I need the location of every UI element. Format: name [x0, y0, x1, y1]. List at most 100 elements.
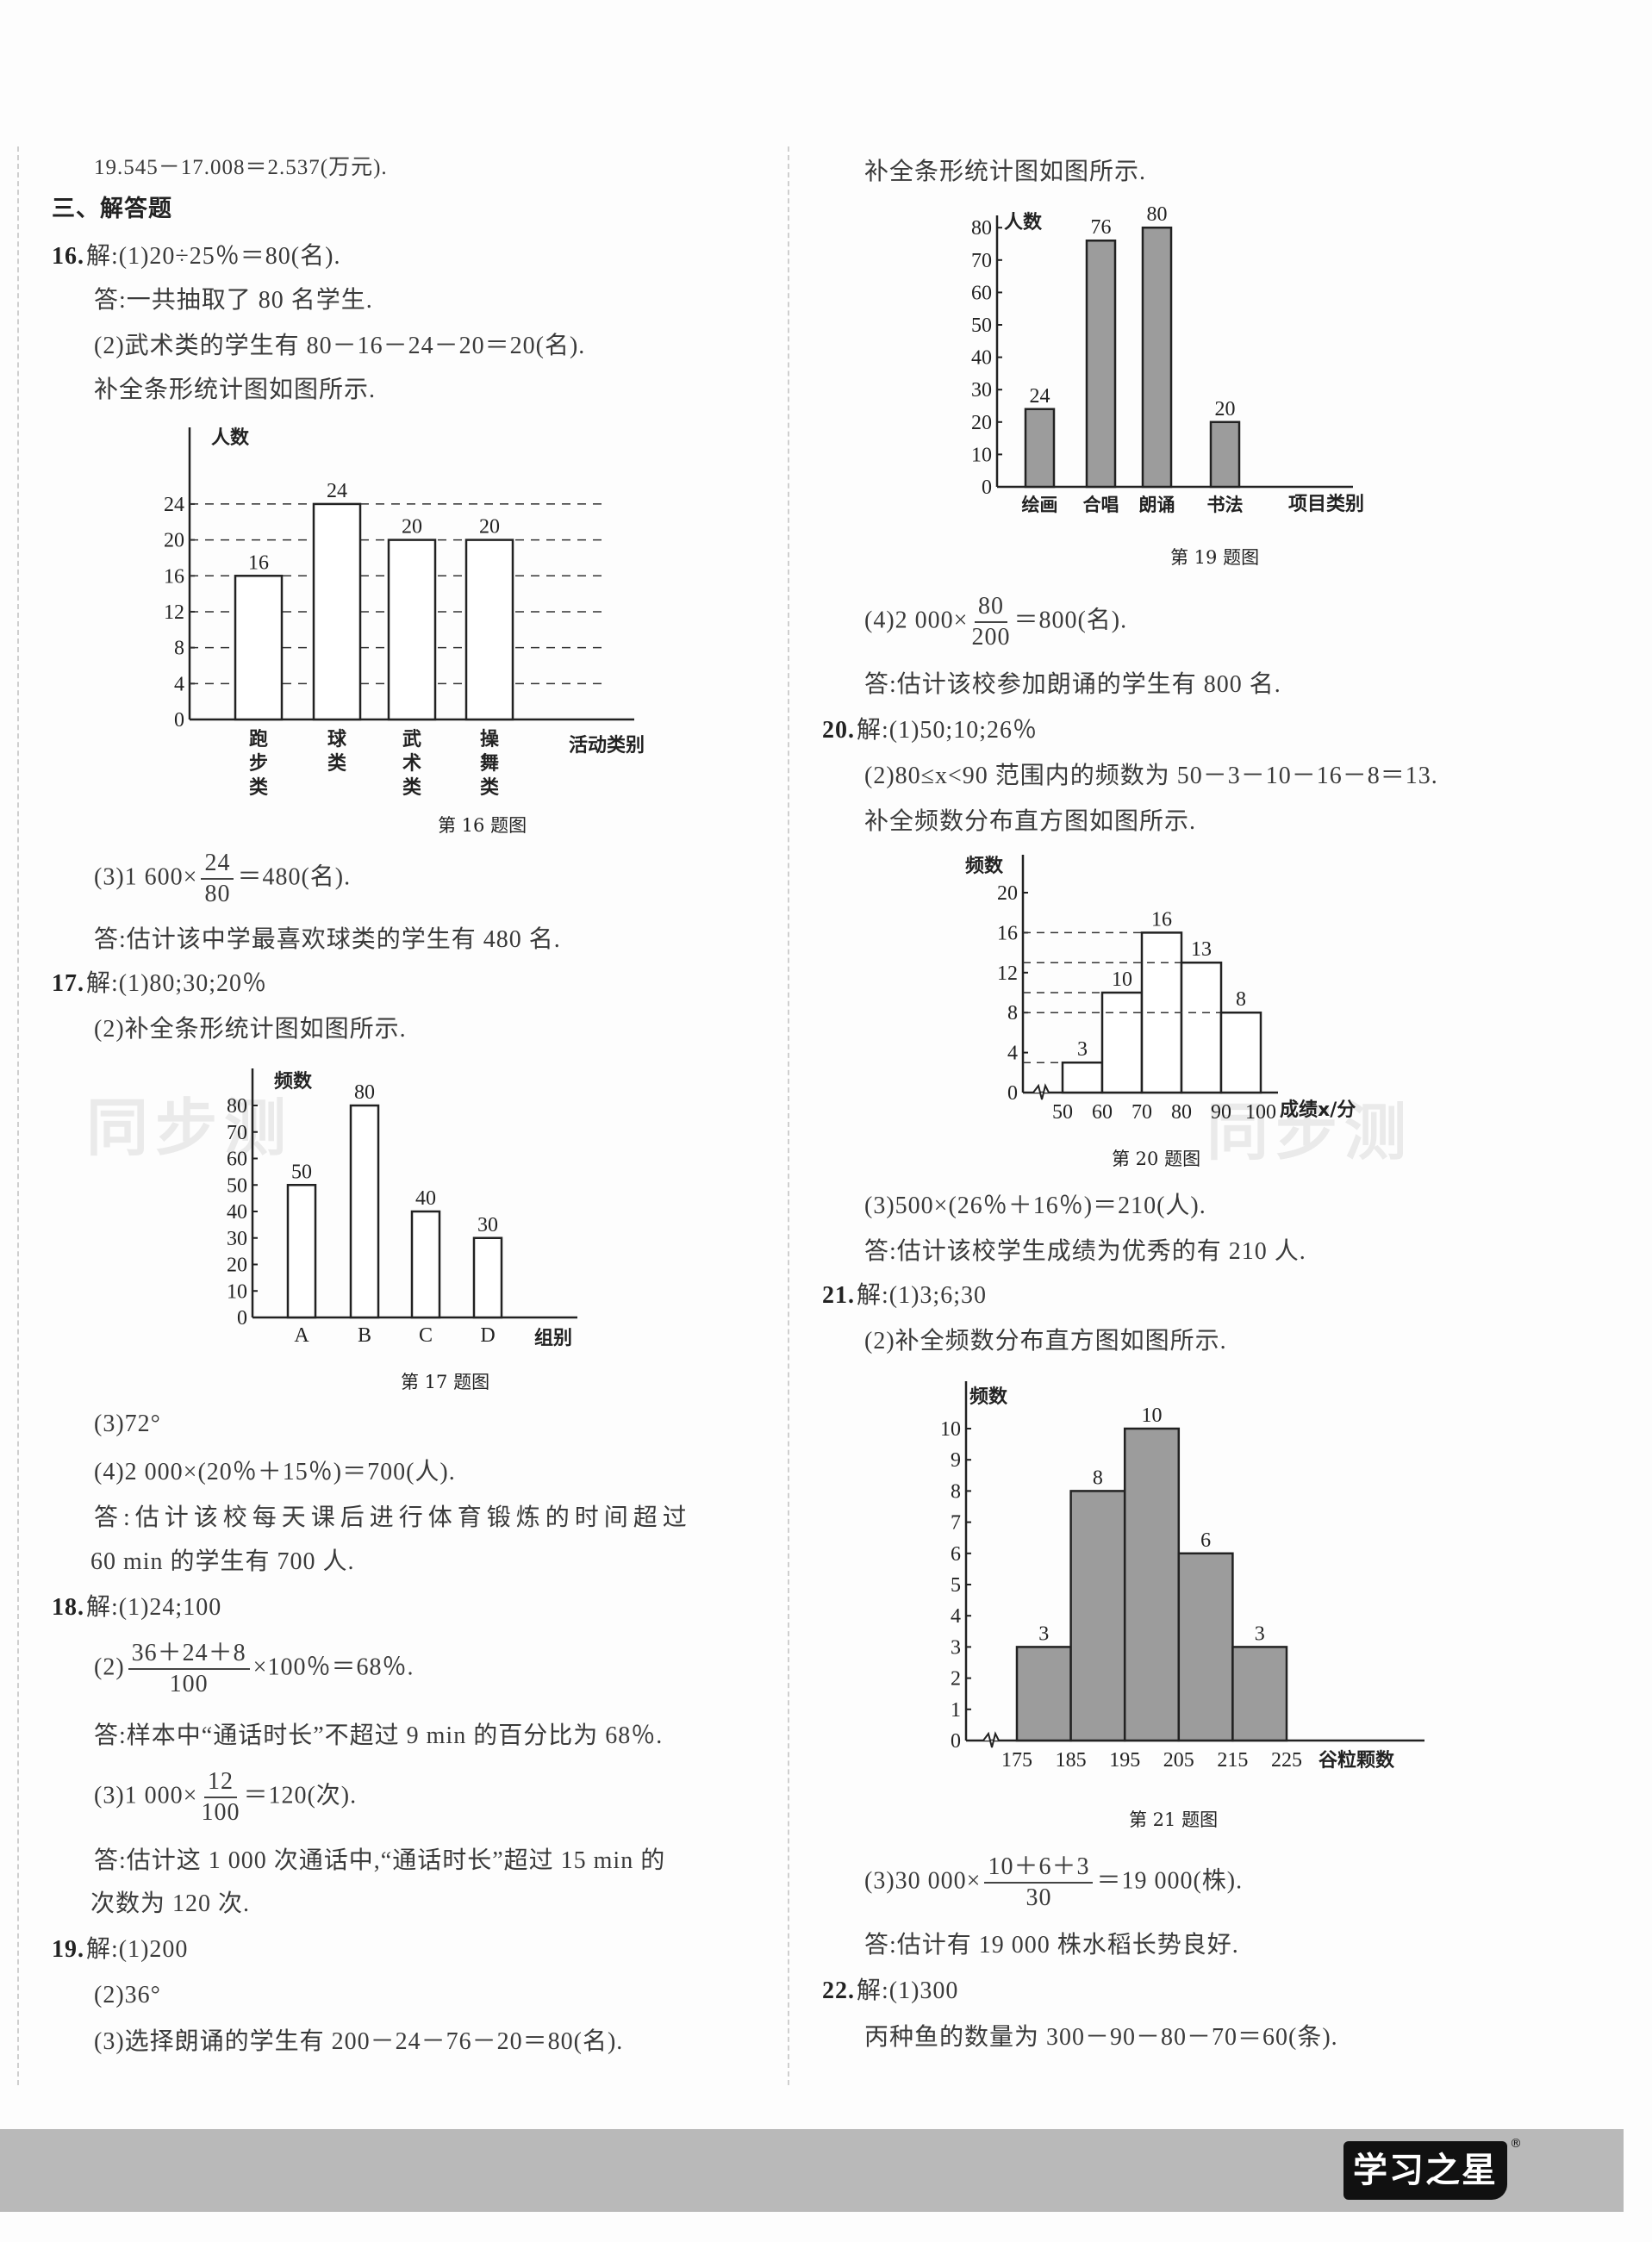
expr: (3)1 600×	[94, 863, 198, 891]
data-label: 3	[1038, 1622, 1049, 1645]
answer-text: 答:估计有 19 000 株水稻长势良好.	[864, 1932, 1239, 1959]
category-label: 舞	[480, 752, 499, 775]
figure-caption: 第 20 题图	[1112, 1149, 1200, 1169]
denominator: 80	[204, 881, 231, 907]
x-tick-label: 50	[1052, 1101, 1073, 1124]
question-number: 18.	[52, 1594, 84, 1621]
category-label: 类	[480, 777, 500, 799]
answer-text: (2)补全频数分布直方图如图所示.	[864, 1328, 1227, 1355]
y-tick-label: 20	[164, 530, 184, 552]
data-label: 20	[479, 516, 500, 539]
y-tick-label: 10	[971, 444, 992, 466]
left-margin-line	[17, 146, 19, 2085]
y-tick-label: 1	[951, 1699, 961, 1722]
y-tick-label: 70	[971, 250, 992, 272]
bar	[464, 539, 514, 721]
x-tick-label: 185	[1056, 1749, 1087, 1772]
q16-line: 16.解:(1)20÷25％＝80(名).	[52, 241, 340, 272]
data-label: 24	[327, 480, 347, 502]
x-axis-label: 组别	[534, 1327, 572, 1349]
y-tick-label: 4	[174, 673, 184, 695]
question-number: 20.	[822, 717, 855, 744]
bar	[286, 1184, 317, 1319]
bar	[410, 1210, 441, 1319]
bar	[312, 502, 362, 721]
data-label: 24	[1030, 385, 1050, 408]
q21-line: 21.解:(1)3;6;30	[822, 1280, 987, 1311]
data-label: 80	[354, 1081, 375, 1104]
answer-text: 答:估计该中学最喜欢球类的学生有 480 名.	[94, 926, 561, 953]
y-tick-label: 7	[951, 1512, 961, 1535]
data-label: 30	[477, 1214, 498, 1236]
y-tick-label: 40	[971, 347, 992, 370]
answer-text: 补全条形统计图如图所示.	[94, 377, 377, 403]
y-tick-label: 40	[227, 1201, 247, 1224]
expr: ＝480(名).	[237, 863, 352, 891]
x-tick-label: 80	[1171, 1101, 1192, 1124]
x-tick-label: 60	[1092, 1101, 1113, 1124]
category-label: D	[480, 1324, 495, 1347]
data-label: 3	[1077, 1038, 1088, 1061]
x-tick-label: 225	[1271, 1749, 1302, 1772]
y-axis-label: 频数	[965, 855, 1004, 877]
fraction-line: (3)30 000× 10＋6＋3 30 ＝19 000(株).	[864, 1853, 1243, 1913]
y-axis-label: 频数	[274, 1070, 313, 1093]
data-label: 8	[1236, 988, 1246, 1011]
answer-text: (3)72°	[94, 1411, 161, 1437]
answer-text: 答:估计该校学生成绩为优秀的有 210 人.	[864, 1238, 1306, 1265]
expr: ×100％＝68％.	[252, 1653, 415, 1681]
data-label: 13	[1191, 938, 1212, 961]
figure-caption: 第 19 题图	[1170, 547, 1259, 568]
category-label: B	[358, 1324, 371, 1347]
y-tick-label: 30	[971, 379, 992, 402]
y-axis-label: 人数	[1004, 211, 1043, 234]
watermark: 同步测	[1206, 1096, 1414, 1168]
answer-text: (2)补全条形统计图如图所示.	[94, 1016, 407, 1043]
category-label: 绘画	[1022, 495, 1058, 515]
answer-text: 答:估计这 1 000 次通话中,“通话时长”超过 15 min 的	[94, 1847, 666, 1874]
figure-caption: 第 16 题图	[438, 815, 527, 836]
numerator: 80	[974, 592, 1007, 623]
data-label: 20	[402, 516, 422, 539]
q20-line: 20.解:(1)50;10;26％	[822, 715, 1038, 746]
registered-mark: ®	[1510, 2137, 1522, 2151]
denominator: 100	[201, 1799, 240, 1826]
figure-caption: 第 21 题图	[1129, 1809, 1218, 1830]
question-number: 17.	[52, 970, 84, 997]
category-label: 合唱	[1083, 495, 1119, 515]
y-tick-label: 0	[951, 1730, 961, 1753]
bar	[234, 575, 284, 721]
histogram-bar	[1069, 1490, 1126, 1742]
answer-text: 解:(1)300	[857, 1977, 959, 2004]
data-label: 16	[248, 551, 269, 574]
x-axis-label: 项目类别	[1288, 494, 1364, 515]
q17-line: 17.解:(1)80;30;20％	[52, 968, 267, 1000]
answer-text: 补全频数分布直方图如图所示.	[864, 808, 1197, 835]
y-tick-label: 3	[951, 1636, 961, 1659]
fraction-line: (2) 36＋24＋8 100 ×100％＝68％.	[94, 1639, 414, 1699]
question-number: 21.	[822, 1282, 855, 1309]
x-tick-label: 205	[1163, 1749, 1194, 1772]
y-tick-label: 80	[227, 1095, 247, 1118]
denominator: 100	[169, 1671, 209, 1697]
histogram-bar	[1219, 1011, 1262, 1094]
x-axis-label: 活动类别	[569, 735, 645, 757]
y-tick-label: 24	[164, 494, 184, 516]
bar	[1085, 239, 1117, 489]
question-number: 19.	[52, 1936, 84, 1963]
y-tick-label: 9	[951, 1449, 961, 1472]
data-label: 10	[1112, 968, 1132, 991]
y-axis-label: 频数	[969, 1386, 1008, 1408]
fraction-line: (3)1 000× 12 100 ＝120(次).	[94, 1767, 357, 1828]
y-tick-label: 0	[982, 476, 992, 499]
answer-text: 答:一共抽取了 80 名学生.	[94, 287, 373, 314]
x-tick-label: 195	[1109, 1749, 1140, 1772]
figure-caption: 第 17 题图	[401, 1372, 489, 1392]
x-axis-label: 谷粒颗数	[1318, 1749, 1395, 1772]
answer-text: 解:(1)200	[86, 1936, 189, 1963]
y-tick-label: 70	[227, 1122, 247, 1144]
histogram-bar	[1061, 1061, 1104, 1094]
x-tick-label: 90	[1211, 1101, 1231, 1124]
y-tick-label: 6	[951, 1543, 961, 1566]
